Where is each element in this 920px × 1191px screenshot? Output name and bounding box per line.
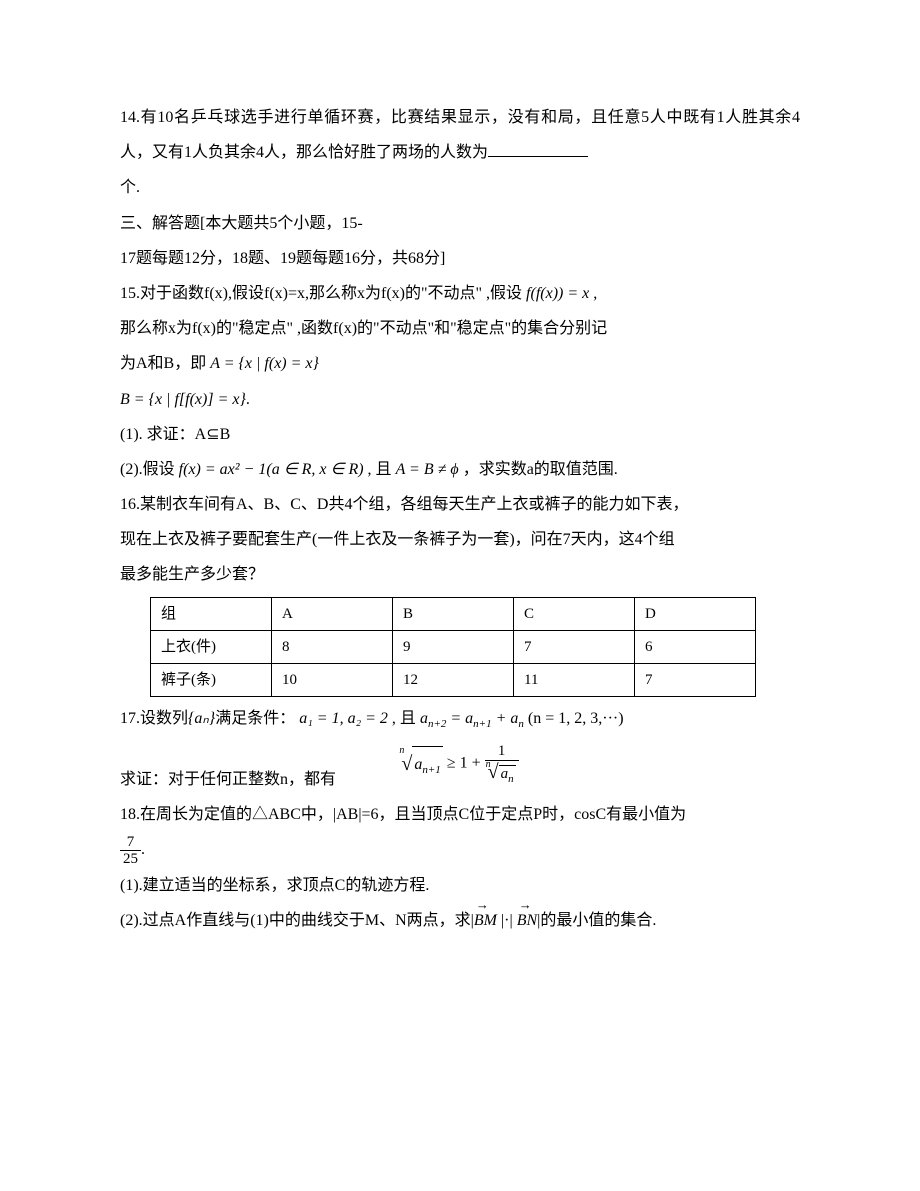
q15-line1-tail: , — [593, 285, 597, 302]
table-header-cell: 组 — [151, 597, 272, 630]
table-cell: 上衣(件) — [151, 630, 272, 663]
q16-line3: 最多能生产多少套？ — [120, 557, 800, 592]
table-header-cell: B — [393, 597, 514, 630]
q15-line1-text: 15.对于函数f(x),假设f(x)=x,那么称x为f(x)的"不动点" ,假设 — [120, 285, 526, 302]
q17-line1: 17.设数列{aₙ}满足条件： a₁ = 1, a₂ = 2 , 且 an+2 … — [120, 701, 800, 736]
section3-heading-2: 17题每题12分，18题、19题每题16分，共68分] — [120, 241, 800, 276]
q14-tail: 个. — [120, 170, 800, 205]
q16-table: 组 A B C D 上衣(件) 8 9 7 6 裤子(条) 10 12 11 7 — [150, 597, 756, 697]
q16-line2: 现在上衣及裤子要配套生产(一件上衣及一条裤子为一套)，问在7天内，这4个组 — [120, 522, 800, 557]
q17-cond2-sub1: n+2 — [428, 718, 446, 730]
q18-frac-line: 7 25 . — [120, 832, 800, 867]
table-header-cell: C — [514, 597, 635, 630]
q18-tail: . — [141, 841, 145, 858]
q17-seq: {aₙ} — [188, 710, 215, 727]
q15-line3a: 为A和B，即 — [120, 355, 206, 372]
q15-sub2c: ，求实数a的取值范围. — [463, 461, 618, 478]
q15-eq1: f(f(x)) = x — [526, 285, 589, 302]
table-cell: 6 — [635, 630, 756, 663]
q17-rhs-radical: n √an — [488, 761, 516, 785]
q18-frac-den: 25 — [120, 851, 141, 868]
q17-mid2: , 且 — [392, 710, 416, 727]
q14-blank — [488, 140, 588, 157]
q18-sub2a: (2).过点A作直线与(1)中的曲线交于M、N两点，求 — [120, 912, 471, 929]
table-cell: 10 — [272, 663, 393, 696]
q18-frac-num: 7 — [120, 834, 141, 852]
q17-lhs-index: n — [399, 740, 404, 762]
q17-rhs-a: a — [501, 766, 509, 782]
q17-lhs-body: an+1 — [412, 746, 442, 782]
q15-eq3-line: B = {x | f[f(x)] = x}. — [120, 382, 800, 417]
q18-sub2b: |的最小值的集合. — [537, 912, 656, 929]
table-row: 裤子(条) 10 12 11 7 — [151, 663, 756, 696]
q14-paragraph: 14.有10名乒乓球选手进行单循环赛，比赛结果显示，没有和局，且任意5人中既有1… — [120, 100, 800, 170]
q18-vec-bn: BN — [517, 903, 537, 938]
q17-rhs-index: n — [486, 759, 491, 770]
q17-cond2-sub2: n+1 — [473, 718, 491, 730]
q15-eq3: B = {x | f[f(x)] = x} — [120, 391, 246, 408]
q15-line2: 那么称x为f(x)的"稳定点" ,函数f(x)的"不动点"和"稳定点"的集合分别… — [120, 311, 800, 346]
q17-rhs-body: an — [499, 765, 516, 785]
q17-cond1: a₁ = 1, a₂ = 2 — [299, 710, 388, 727]
q15-eq5: A = B ≠ ϕ — [396, 461, 459, 478]
q15-sub1: (1). 求证：A⊆B — [120, 417, 800, 452]
q17-ge: ≥ 1 + — [447, 755, 485, 772]
q17-rhs-den: n √an — [485, 761, 519, 785]
q18-line1: 18.在周长为定值的△ABC中，|AB|=6，且当顶点C位于定点P时，cosC有… — [120, 797, 800, 832]
q17-rhs-frac: 1 n √an — [485, 743, 519, 785]
table-cell: 8 — [272, 630, 393, 663]
q17-cond2-a: a — [420, 710, 428, 727]
q17-lhs-radical: n √an+1 — [401, 742, 442, 786]
q15-sub2a: (2).假设 — [120, 461, 175, 478]
table-cell: 9 — [393, 630, 514, 663]
table-header-cell: A — [272, 597, 393, 630]
q17-cond2: an+2 = an+1 + an — [420, 710, 528, 727]
table-cell: 11 — [514, 663, 635, 696]
q15-eq2: A = {x | f(x) = x} — [210, 355, 319, 372]
table-cell: 裤子(条) — [151, 663, 272, 696]
page-container: 14.有10名乒乓球选手进行单循环赛，比赛结果显示，没有和局，且任意5人中既有1… — [0, 0, 920, 1191]
q18-mid: |·| — [497, 912, 517, 929]
table-row: 上衣(件) 8 9 7 6 — [151, 630, 756, 663]
q17-cond2-eq: = a — [446, 710, 473, 727]
table-cell: 12 — [393, 663, 514, 696]
q17-cond2-sub3: n — [518, 718, 524, 730]
section3-heading-1: 三、解答题[本大题共5个小题，15- — [120, 206, 800, 241]
table-header-cell: D — [635, 597, 756, 630]
table-row: 组 A B C D — [151, 597, 756, 630]
q15-eq3-period: . — [246, 391, 250, 408]
q18-frac: 7 25 — [120, 834, 141, 868]
q17-rhs-sub: n — [508, 773, 514, 785]
q17-lhs-sub: n+1 — [422, 764, 440, 776]
q17-prefix: 17.设数列 — [120, 710, 188, 727]
q18-sub1: (1).建立适当的坐标系，求顶点C的轨迹方程. — [120, 868, 800, 903]
q15-sub2: (2).假设 f(x) = ax² − 1(a ∈ R, x ∈ R) , 且 … — [120, 452, 800, 487]
table-cell: 7 — [514, 630, 635, 663]
q15-line1: 15.对于函数f(x),假设f(x)=x,那么称x为f(x)的"不动点" ,假设… — [120, 276, 800, 311]
q15-eq4: f(x) = ax² − 1(a ∈ R, x ∈ R) — [179, 461, 364, 478]
q14-text: 14.有10名乒乓球选手进行单循环赛，比赛结果显示，没有和局，且任意5人中既有1… — [120, 109, 800, 161]
q17-cond2-tail: (n = 1, 2, 3,···) — [528, 710, 624, 727]
table-cell: 7 — [635, 663, 756, 696]
q17-cond2-plus: + a — [492, 710, 519, 727]
q15-sub2b: , 且 — [368, 461, 392, 478]
q18-vec-bm: BM — [474, 903, 497, 938]
q18-sub2: (2).过点A作直线与(1)中的曲线交于M、N两点，求|BM |·| BN|的最… — [120, 903, 800, 938]
q15-line3: 为A和B，即 A = {x | f(x) = x} — [120, 346, 800, 381]
q17-mid1: 满足条件： — [215, 710, 295, 727]
q16-line1: 16.某制衣车间有A、B、C、D共4个组，各组每天生产上衣或裤子的能力如下表， — [120, 487, 800, 522]
